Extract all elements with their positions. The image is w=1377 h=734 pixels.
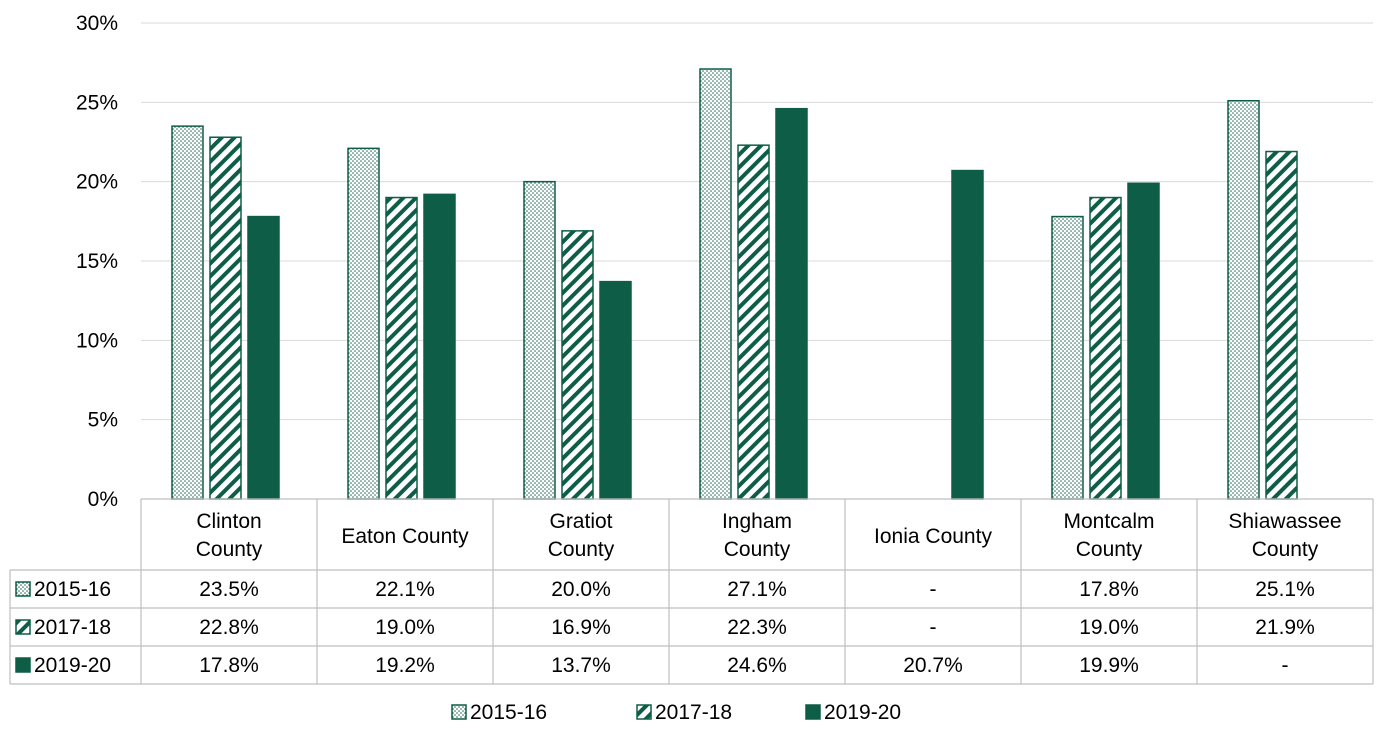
y-tick-label: 10% bbox=[76, 329, 118, 352]
y-tick-label: 25% bbox=[76, 91, 118, 114]
bar-2019-20-3 bbox=[775, 107, 808, 500]
table-cell-value: 22.3% bbox=[727, 616, 787, 639]
bar-2017-18-0 bbox=[209, 136, 242, 500]
table-cell-value: 20.0% bbox=[551, 578, 611, 601]
table-cell-value: 19.9% bbox=[1079, 654, 1139, 677]
category-label: County bbox=[1252, 538, 1319, 561]
y-tick-label: 30% bbox=[76, 12, 118, 35]
row-legend-key bbox=[15, 619, 31, 635]
table-cell-value: 27.1% bbox=[727, 578, 787, 601]
data-table: Clinton County Eaton County Gratiot County In… bbox=[9, 498, 1374, 685]
bar-2019-20-5 bbox=[1127, 182, 1160, 500]
category-label: Clinton bbox=[196, 510, 261, 533]
row-header-label: 2017-18 bbox=[34, 616, 111, 639]
y-tick-label: 20% bbox=[76, 171, 118, 194]
table-cell-value: 13.7% bbox=[551, 654, 611, 677]
table-cell-value: 19.0% bbox=[1079, 616, 1139, 639]
bar-2015-16-0 bbox=[171, 125, 204, 500]
bar-2017-18-3 bbox=[737, 144, 770, 500]
table-cell-value: 17.8% bbox=[199, 654, 259, 677]
table-cell-value: - bbox=[1282, 654, 1289, 677]
bar-2015-16-3 bbox=[699, 68, 732, 500]
table-cell-value: 16.9% bbox=[551, 616, 611, 639]
legend-key bbox=[805, 704, 821, 720]
legend-label: 2015-16 bbox=[470, 701, 547, 724]
bar-2019-20-4 bbox=[951, 169, 984, 500]
legend-label: 2017-18 bbox=[655, 701, 732, 724]
y-tick-label: 15% bbox=[76, 250, 118, 273]
legend-key bbox=[636, 704, 652, 720]
table-cell-value: 22.1% bbox=[375, 578, 435, 601]
bar-2015-16-2 bbox=[523, 180, 556, 500]
table-cell-value: 19.0% bbox=[375, 616, 435, 639]
category-label: Gratiot bbox=[549, 510, 612, 533]
table-cell-value: 22.8% bbox=[199, 616, 259, 639]
legend-label: 2019-20 bbox=[824, 701, 901, 724]
category-label: County bbox=[196, 538, 263, 561]
row-legend-key bbox=[15, 581, 31, 597]
category-label: Ionia County bbox=[874, 525, 992, 548]
table-cell-value: 17.8% bbox=[1079, 578, 1139, 601]
category-label: Montcalm bbox=[1063, 510, 1154, 533]
row-header-label: 2019-20 bbox=[34, 654, 111, 677]
bar-2015-16-6 bbox=[1227, 99, 1260, 500]
table-cell-value: - bbox=[930, 578, 937, 601]
row-header-label: 2015-16 bbox=[34, 578, 111, 601]
table-cell-value: 20.7% bbox=[903, 654, 963, 677]
category-label: Shiawassee bbox=[1228, 510, 1341, 533]
bar-2017-18-1 bbox=[385, 196, 418, 500]
bar-2017-18-6 bbox=[1265, 150, 1298, 500]
legend: 2015-16 2017-18 2019-20 bbox=[451, 701, 901, 724]
category-label: County bbox=[548, 538, 615, 561]
row-legend-key bbox=[15, 657, 31, 673]
bar-2017-18-5 bbox=[1089, 196, 1122, 500]
legend-key bbox=[451, 704, 467, 720]
table-cell-value: - bbox=[930, 616, 937, 639]
bar-2019-20-2 bbox=[599, 280, 632, 500]
category-label: County bbox=[1076, 538, 1143, 561]
y-tick-label: 5% bbox=[88, 409, 118, 432]
bar-2019-20-0 bbox=[247, 215, 280, 500]
table-cell-value: 19.2% bbox=[375, 654, 435, 677]
y-tick-label: 0% bbox=[88, 488, 118, 511]
category-label: Ingham bbox=[722, 510, 792, 533]
category-label: Eaton County bbox=[341, 525, 469, 548]
table-cell-value: 24.6% bbox=[727, 654, 787, 677]
bars bbox=[171, 68, 1298, 500]
bar-2015-16-1 bbox=[347, 147, 380, 500]
table-cell-value: 25.1% bbox=[1255, 578, 1315, 601]
y-axis-tick-labels: 0% 5% 10% 15% 20% 25% 30% bbox=[76, 12, 118, 511]
bar-2017-18-2 bbox=[561, 230, 594, 500]
category-label: County bbox=[724, 538, 791, 561]
bar-2019-20-1 bbox=[423, 193, 456, 500]
bar-2015-16-5 bbox=[1051, 215, 1084, 500]
table-cell-value: 21.9% bbox=[1255, 616, 1315, 639]
table-cell-value: 23.5% bbox=[199, 578, 259, 601]
